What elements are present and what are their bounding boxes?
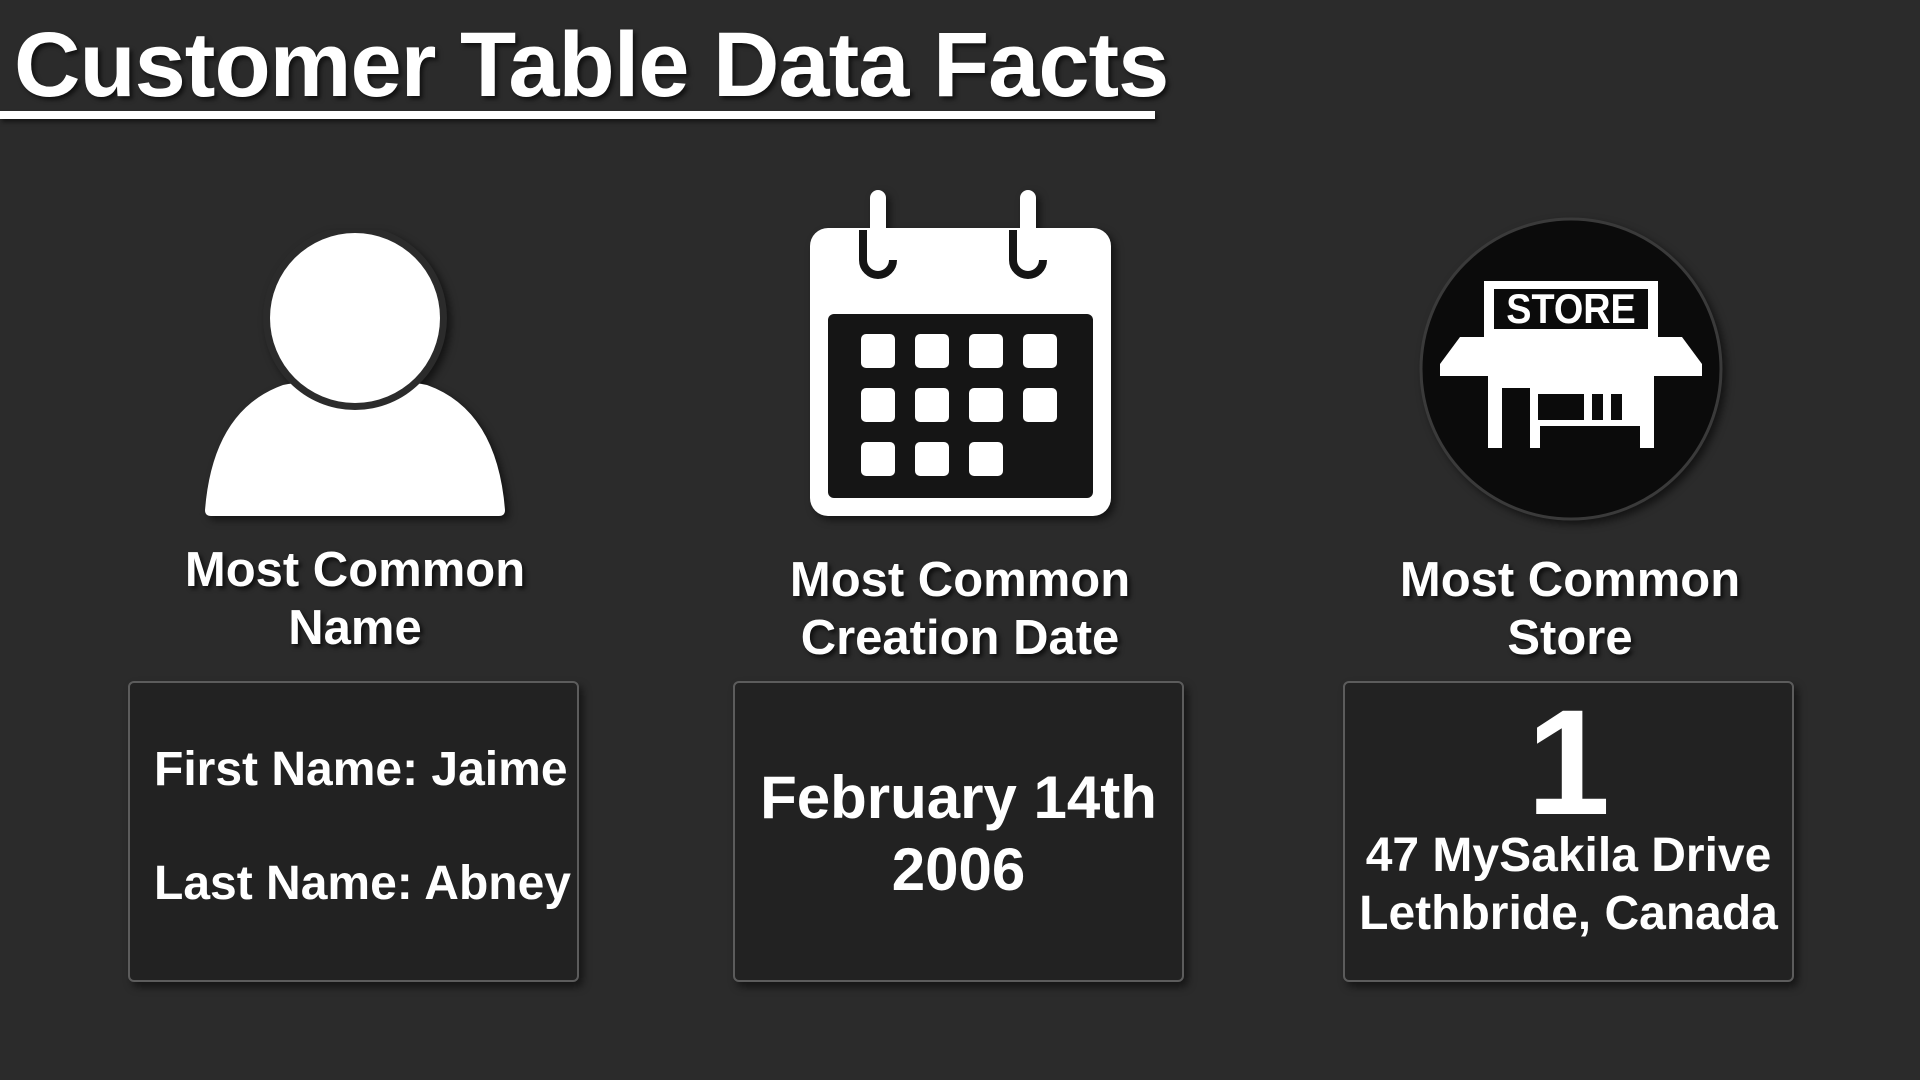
title-underline: [0, 111, 1155, 119]
heading-most-common-creation-date: Most Common Creation Date: [700, 551, 1220, 667]
store-number: 1: [1526, 678, 1611, 846]
calendar-icon: [810, 190, 1111, 516]
store-card: 1 47 MySakila Drive Lethbride, Canada: [1343, 681, 1794, 982]
date-month-day: February 14th: [760, 764, 1157, 831]
person-icon: [205, 230, 505, 516]
heading-line: Name: [288, 601, 422, 655]
heading-most-common-name: Most Common Name: [95, 541, 615, 657]
heading-line: Creation Date: [800, 611, 1120, 665]
store-address-line2: Lethbride, Canada: [1359, 887, 1778, 940]
heading-line: Most Common: [789, 553, 1131, 607]
page-title: Customer Table Data Facts: [14, 14, 1169, 116]
heading-line: Most Common: [184, 543, 526, 597]
last-name-value: Last Name: Abney: [154, 857, 571, 910]
name-card: First Name: Jaime Last Name: Abney: [128, 681, 579, 982]
heading-line: Most Common: [1399, 553, 1741, 607]
creation-date-card: February 14th 2006: [733, 681, 1184, 982]
store-sign-text: STORE: [1506, 286, 1635, 332]
store-address-line1: 47 MySakila Drive: [1365, 829, 1772, 882]
store-icon: STORE: [1419, 217, 1723, 521]
date-year: 2006: [891, 836, 1026, 903]
heading-most-common-store: Most Common Store: [1310, 551, 1830, 667]
first-name-value: First Name: Jaime: [154, 743, 568, 796]
heading-line: Store: [1507, 611, 1633, 665]
